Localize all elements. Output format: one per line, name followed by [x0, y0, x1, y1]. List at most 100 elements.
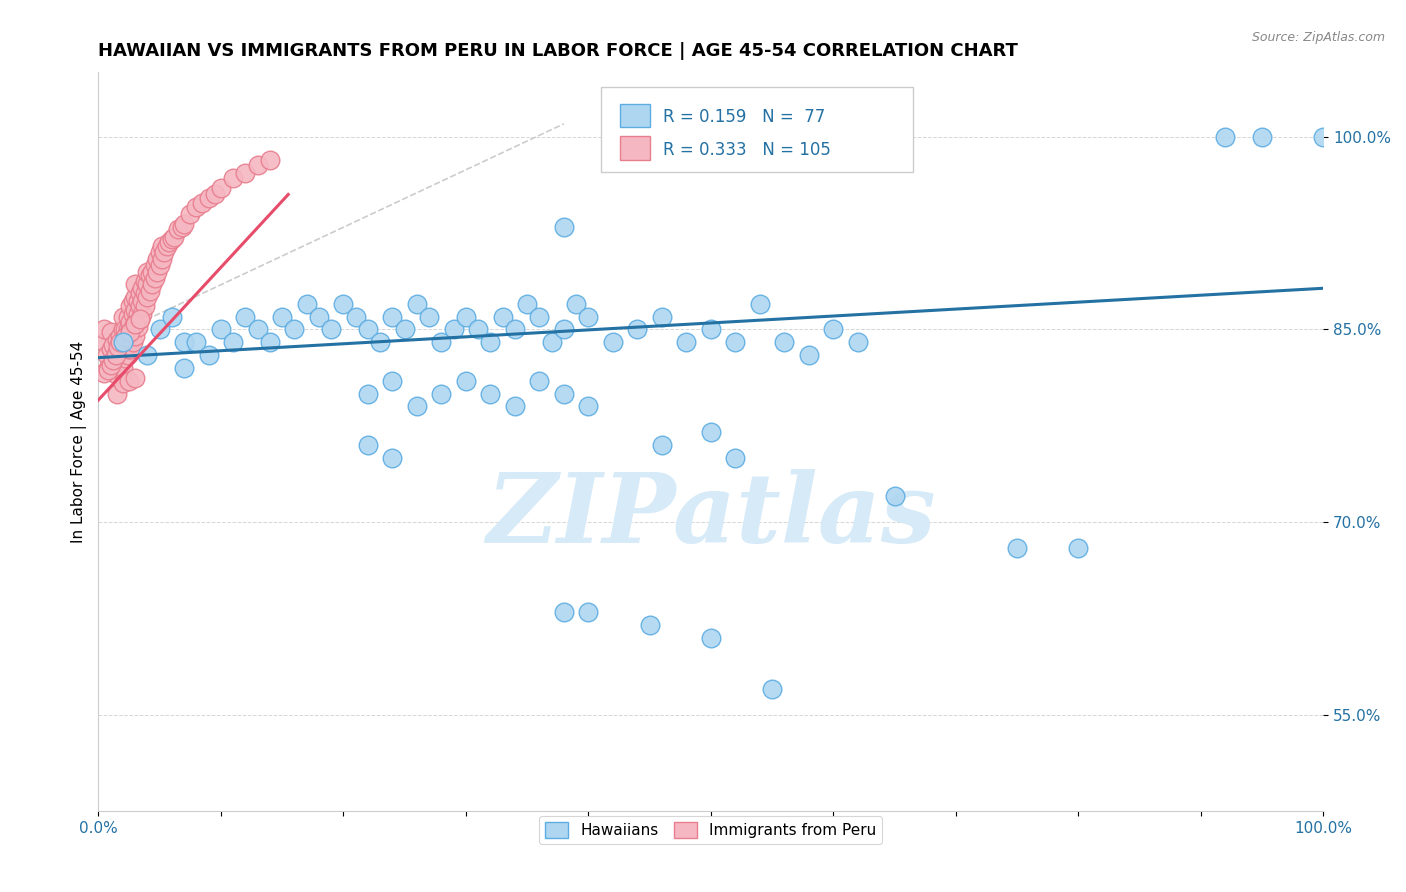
Point — [134, 274, 156, 288]
Point — [553, 386, 575, 401]
Legend: Hawaiians, Immigrants from Peru: Hawaiians, Immigrants from Peru — [538, 816, 883, 844]
Point — [110, 345, 132, 359]
Point — [120, 328, 142, 343]
Point — [823, 322, 845, 336]
Point — [748, 296, 770, 310]
Point — [1213, 129, 1236, 144]
Point — [209, 322, 232, 336]
Point — [124, 328, 146, 343]
Point — [418, 310, 440, 324]
Point — [1312, 129, 1334, 144]
Point — [394, 322, 416, 336]
Point — [110, 335, 132, 350]
Point — [160, 310, 183, 324]
Point — [136, 348, 159, 362]
Point — [134, 286, 156, 301]
Point — [117, 322, 139, 336]
FancyBboxPatch shape — [620, 103, 650, 127]
Point — [129, 286, 152, 301]
Point — [259, 335, 281, 350]
Point — [467, 322, 489, 336]
Point — [139, 284, 162, 298]
Point — [883, 490, 905, 504]
Point — [1251, 129, 1274, 144]
Point — [114, 322, 136, 336]
Point — [1005, 541, 1028, 555]
Point — [167, 222, 190, 236]
Text: HAWAIIAN VS IMMIGRANTS FROM PERU IN LABOR FORCE | AGE 45-54 CORRELATION CHART: HAWAIIAN VS IMMIGRANTS FROM PERU IN LABO… — [98, 42, 1018, 60]
Point — [104, 348, 127, 362]
Point — [553, 219, 575, 234]
Point — [124, 290, 146, 304]
Point — [157, 235, 180, 249]
Point — [110, 328, 132, 343]
Point — [146, 264, 169, 278]
Point — [259, 153, 281, 167]
Point — [105, 345, 128, 359]
Point — [110, 360, 132, 375]
Point — [121, 319, 143, 334]
Point — [104, 368, 127, 382]
Point — [186, 200, 208, 214]
Text: Source: ZipAtlas.com: Source: ZipAtlas.com — [1251, 31, 1385, 45]
Point — [233, 310, 256, 324]
Point — [105, 386, 128, 401]
Point — [160, 232, 183, 246]
Point — [97, 363, 120, 377]
Point — [700, 631, 723, 645]
Point — [357, 386, 380, 401]
Point — [97, 360, 120, 375]
Point — [246, 158, 269, 172]
Point — [93, 322, 115, 336]
Text: R = 0.159   N =  77: R = 0.159 N = 77 — [664, 109, 825, 127]
Point — [381, 450, 404, 465]
Point — [114, 338, 136, 352]
Point — [149, 258, 172, 272]
Point — [107, 351, 129, 365]
Point — [136, 277, 159, 292]
Point — [101, 353, 124, 368]
Point — [553, 605, 575, 619]
Point — [121, 307, 143, 321]
Point — [124, 371, 146, 385]
Point — [405, 296, 427, 310]
Point — [283, 322, 305, 336]
Point — [124, 277, 146, 292]
Point — [131, 294, 153, 309]
Point — [503, 322, 526, 336]
Point — [101, 354, 124, 368]
Point — [117, 335, 139, 350]
Point — [773, 335, 796, 350]
Point — [576, 310, 599, 324]
Point — [118, 342, 141, 356]
Point — [156, 239, 179, 253]
Point — [405, 400, 427, 414]
Point — [105, 360, 128, 375]
Point — [136, 290, 159, 304]
Point — [108, 338, 131, 352]
Point — [124, 316, 146, 330]
Point — [124, 318, 146, 332]
Point — [540, 335, 562, 350]
Point — [100, 360, 122, 375]
Point — [114, 330, 136, 344]
Point — [149, 245, 172, 260]
Point — [319, 322, 342, 336]
Point — [197, 191, 219, 205]
Point — [131, 281, 153, 295]
Point — [1067, 541, 1090, 555]
Point — [761, 682, 783, 697]
Point — [117, 348, 139, 362]
Point — [179, 207, 201, 221]
Point — [173, 360, 195, 375]
Point — [344, 310, 367, 324]
Point — [479, 335, 502, 350]
Point — [204, 187, 226, 202]
Point — [143, 271, 166, 285]
Point — [271, 310, 294, 324]
Point — [100, 359, 122, 373]
Point — [134, 299, 156, 313]
Point — [118, 374, 141, 388]
Point — [111, 310, 134, 324]
Y-axis label: In Labor Force | Age 45-54: In Labor Force | Age 45-54 — [72, 341, 87, 543]
